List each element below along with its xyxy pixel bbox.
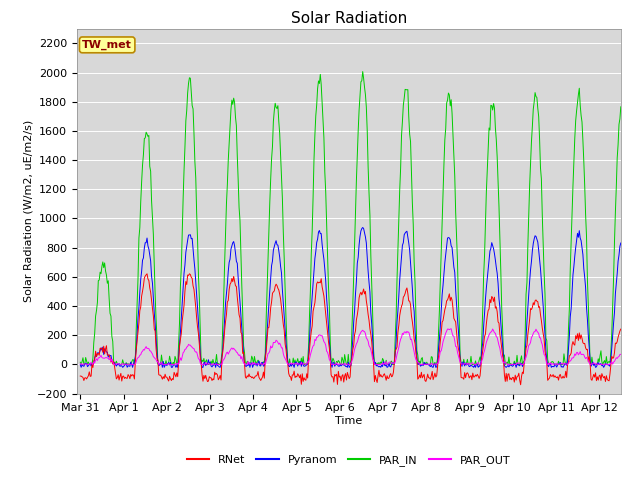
Text: TW_met: TW_met xyxy=(82,40,132,50)
Y-axis label: Solar Radiation (W/m2, uE/m2/s): Solar Radiation (W/m2, uE/m2/s) xyxy=(24,120,34,302)
Legend: RNet, Pyranom, PAR_IN, PAR_OUT: RNet, Pyranom, PAR_IN, PAR_OUT xyxy=(182,450,515,470)
X-axis label: Time: Time xyxy=(335,416,362,426)
Title: Solar Radiation: Solar Radiation xyxy=(291,11,407,26)
